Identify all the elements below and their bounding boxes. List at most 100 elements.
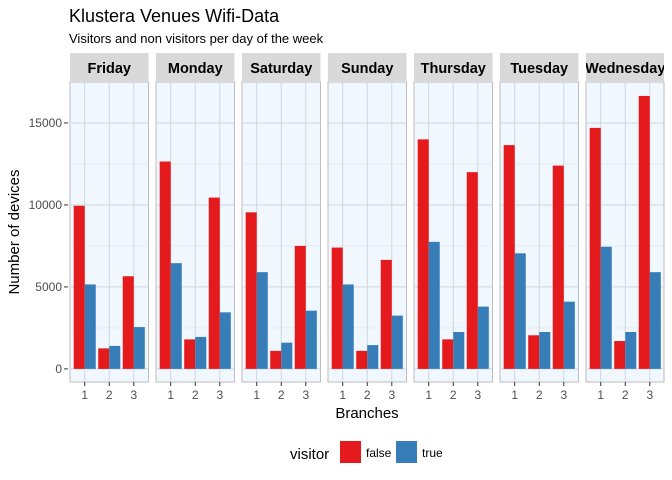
x-tick-label: 1 [167, 388, 174, 402]
chart-subtitle: Visitors and non visitors per day of the… [69, 31, 324, 46]
facet-panels: 1 2 3 Friday 1 2 3 Monday 1 2 3 Saturday 1 2 3 Sunday 1 2… [69, 53, 665, 402]
facet-panel-friday: 1 2 3 Friday [69, 53, 149, 402]
x-tick-label: 1 [81, 388, 88, 402]
bar-wednesday-branch-3-false [638, 95, 650, 369]
chart-title: Klustera Venues Wifi-Data [69, 6, 280, 26]
bar-tuesday-branch-2-false [528, 335, 540, 369]
bar-thursday-branch-3-true [477, 306, 489, 369]
bar-monday-branch-1-false [159, 161, 171, 369]
facet-panel-saturday: 1 2 3 Saturday [241, 53, 321, 402]
x-tick-label: 1 [425, 388, 432, 402]
bar-tuesday-branch-1-false [503, 145, 515, 369]
legend-label-false: false [366, 446, 392, 460]
x-tick-label: 2 [450, 388, 457, 402]
facet-panel-tuesday: 1 2 3 Tuesday [499, 53, 579, 402]
facet-strip [414, 53, 493, 82]
bar-thursday-branch-1-true [428, 241, 440, 369]
bar-thursday-branch-3-false [466, 172, 478, 369]
legend-label-true: true [422, 446, 443, 460]
legend-title: visitor [290, 446, 329, 463]
x-tick-label: 2 [536, 388, 543, 402]
x-tick-label: 3 [388, 388, 395, 402]
bar-monday-branch-2-false [184, 339, 196, 369]
x-tick-label: 3 [130, 388, 137, 402]
facet-strip [500, 53, 579, 82]
bar-friday-branch-2-true [109, 345, 121, 369]
facet-strip [70, 53, 149, 82]
facet-panel-sunday: 1 2 3 Sunday [327, 53, 407, 402]
x-tick-label: 2 [278, 388, 285, 402]
x-tick-label: 1 [339, 388, 346, 402]
legend-key-false [340, 441, 361, 463]
facet-panel-wednesday: 1 2 3 Wednesday [585, 53, 665, 402]
bars [245, 212, 317, 369]
bar-wednesday-branch-2-false [614, 341, 626, 369]
facet-strip-label: Sunday [341, 61, 393, 77]
bar-friday-branch-1-false [73, 205, 85, 369]
x-tick-label: 1 [597, 388, 604, 402]
x-tick-label: 3 [646, 388, 653, 402]
bar-sunday-branch-1-false [331, 247, 343, 369]
facet-strip [586, 53, 664, 82]
bar-wednesday-branch-3-true [649, 272, 661, 369]
y-axis: 0 5000 10000 15000 [29, 116, 68, 376]
bar-friday-branch-1-true [84, 284, 96, 369]
bar-sunday-branch-2-true [367, 345, 379, 369]
bar-monday-branch-3-false [208, 197, 220, 369]
bars [159, 161, 231, 369]
facet-strip-label: Saturday [250, 61, 312, 77]
y-tick-label: 5000 [35, 280, 62, 294]
bar-sunday-branch-3-true [391, 315, 403, 369]
bar-thursday-branch-1-false [417, 139, 429, 369]
facet-strip [328, 53, 407, 82]
facet-strip-label: Thursday [421, 61, 486, 77]
bar-saturday-branch-2-false [270, 350, 282, 369]
x-tick-label: 3 [302, 388, 309, 402]
bar-saturday-branch-1-true [256, 272, 268, 369]
bars [331, 247, 403, 369]
bar-tuesday-branch-3-false [552, 165, 564, 369]
bar-friday-branch-2-false [98, 348, 110, 369]
legend-key-true [396, 441, 417, 463]
facet-strip-label: Wednesday [585, 61, 665, 77]
x-tick-label: 2 [364, 388, 371, 402]
bar-sunday-branch-1-true [342, 284, 354, 369]
y-tick-label: 10000 [29, 198, 63, 212]
bar-monday-branch-3-true [219, 312, 231, 369]
bar-monday-branch-2-true [195, 336, 207, 369]
x-tick-label: 2 [106, 388, 113, 402]
facet-strip [156, 53, 235, 82]
facet-strip [242, 53, 321, 82]
bar-friday-branch-3-true [133, 327, 145, 369]
facet-panel-thursday: 1 2 3 Thursday [413, 53, 493, 402]
bar-tuesday-branch-3-true [563, 301, 575, 369]
bars [503, 145, 575, 369]
bar-saturday-branch-2-true [281, 342, 293, 369]
x-tick-label: 1 [253, 388, 260, 402]
facet-strip-label: Tuesday [510, 61, 568, 77]
bar-sunday-branch-3-false [380, 259, 392, 369]
x-axis-title: Branches [335, 405, 398, 422]
bar-monday-branch-1-true [170, 263, 182, 369]
bar-tuesday-branch-2-true [539, 332, 551, 369]
y-axis-title: Number of devices [6, 169, 23, 294]
legend: visitor false true [290, 441, 443, 463]
facet-strip-label: Monday [168, 61, 223, 77]
x-tick-label: 1 [511, 388, 518, 402]
bars [73, 205, 145, 369]
bar-wednesday-branch-1-false [589, 127, 601, 369]
x-tick-label: 2 [622, 388, 629, 402]
x-tick-label: 3 [216, 388, 223, 402]
bar-thursday-branch-2-false [442, 339, 454, 369]
facet-panel-monday: 1 2 3 Monday [155, 53, 235, 402]
y-tick-label: 15000 [29, 116, 63, 130]
facet-strip-label: Friday [87, 61, 131, 77]
bar-saturday-branch-3-false [294, 245, 306, 369]
x-tick-label: 3 [474, 388, 481, 402]
x-tick-label: 3 [560, 388, 567, 402]
bar-sunday-branch-2-false [356, 350, 368, 369]
bar-saturday-branch-1-false [245, 212, 257, 369]
bar-saturday-branch-3-true [305, 310, 317, 369]
bar-friday-branch-3-false [122, 276, 134, 369]
